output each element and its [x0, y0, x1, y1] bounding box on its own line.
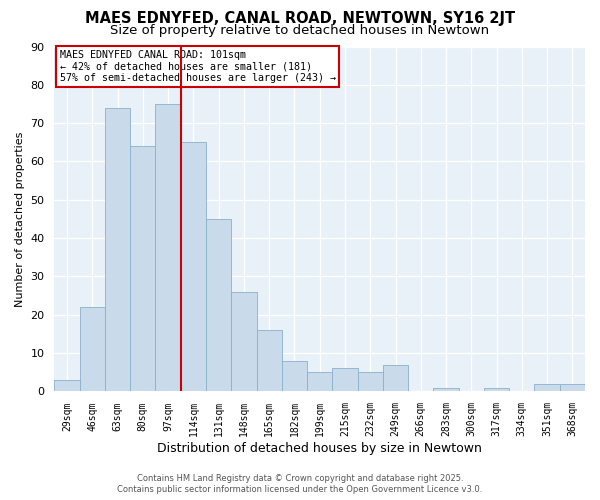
Text: Size of property relative to detached houses in Newtown: Size of property relative to detached ho… — [110, 24, 490, 37]
Bar — [358, 372, 383, 392]
Bar — [55, 380, 80, 392]
Bar — [560, 384, 585, 392]
Bar — [307, 372, 332, 392]
Bar — [130, 146, 155, 392]
Bar — [535, 384, 560, 392]
X-axis label: Distribution of detached houses by size in Newtown: Distribution of detached houses by size … — [157, 442, 482, 455]
Bar — [383, 364, 408, 392]
Bar — [80, 307, 105, 392]
Y-axis label: Number of detached properties: Number of detached properties — [15, 132, 25, 306]
Bar — [484, 388, 509, 392]
Text: Contains HM Land Registry data © Crown copyright and database right 2025.
Contai: Contains HM Land Registry data © Crown c… — [118, 474, 482, 494]
Bar — [433, 388, 458, 392]
Bar — [231, 292, 257, 392]
Bar — [206, 219, 231, 392]
Bar — [155, 104, 181, 392]
Text: MAES EDNYFED CANAL ROAD: 101sqm
← 42% of detached houses are smaller (181)
57% o: MAES EDNYFED CANAL ROAD: 101sqm ← 42% of… — [60, 50, 336, 83]
Bar — [105, 108, 130, 392]
Bar — [332, 368, 358, 392]
Text: MAES EDNYFED, CANAL ROAD, NEWTOWN, SY16 2JT: MAES EDNYFED, CANAL ROAD, NEWTOWN, SY16 … — [85, 11, 515, 26]
Bar — [181, 142, 206, 392]
Bar — [282, 361, 307, 392]
Bar — [257, 330, 282, 392]
